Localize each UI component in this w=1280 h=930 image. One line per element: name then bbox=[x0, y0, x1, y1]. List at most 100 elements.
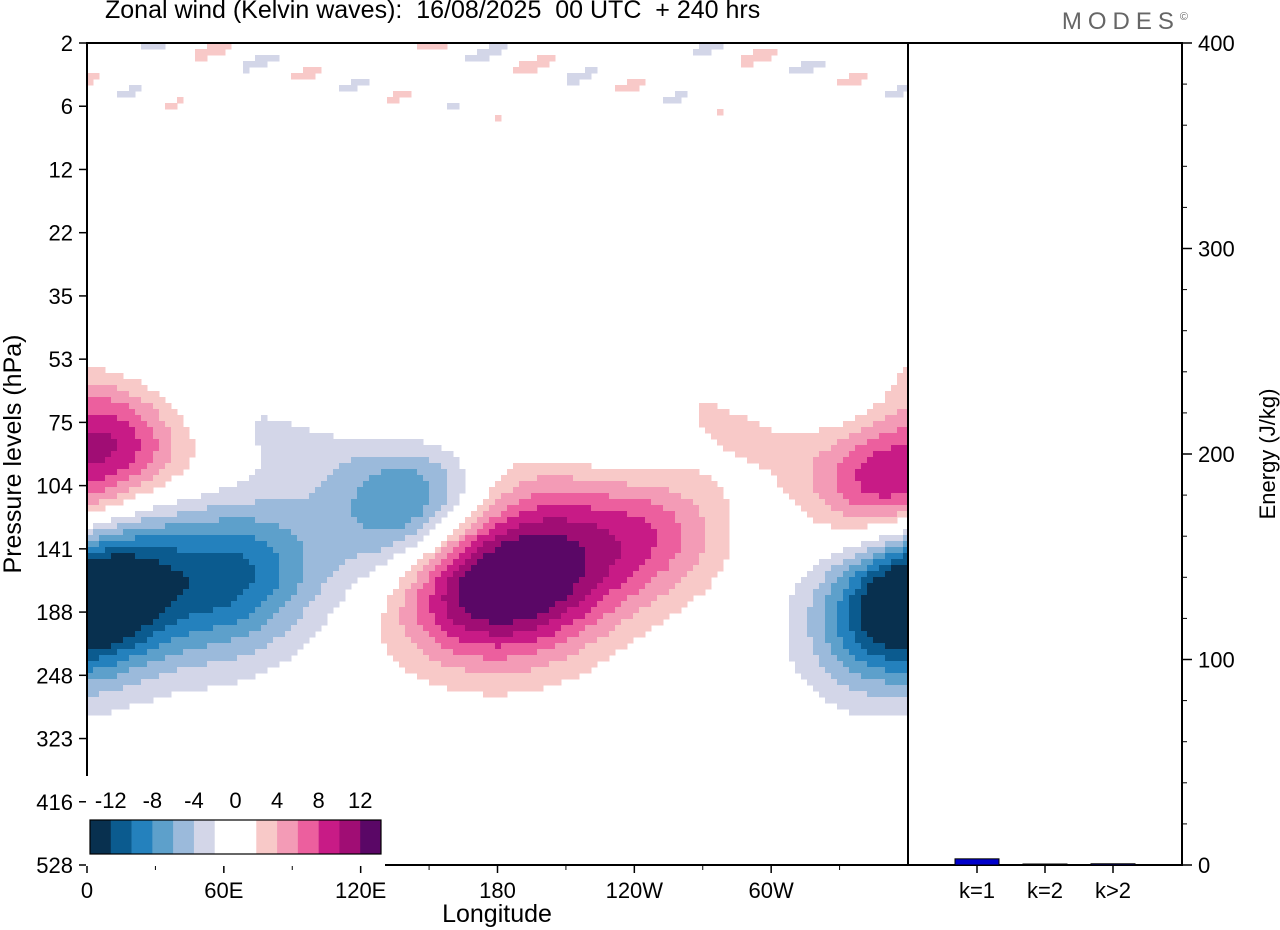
heatmap-cell bbox=[213, 499, 220, 506]
heatmap-cell bbox=[855, 553, 862, 560]
heatmap-cell bbox=[333, 481, 340, 488]
heatmap-cell bbox=[291, 475, 298, 482]
heatmap-cell bbox=[363, 529, 370, 536]
heatmap-cell bbox=[819, 499, 826, 506]
heatmap-cell bbox=[105, 523, 112, 530]
heatmap-cell bbox=[807, 463, 814, 470]
heatmap-cell bbox=[213, 679, 220, 686]
heatmap-cell bbox=[501, 511, 508, 518]
y-tick-label: 188 bbox=[36, 600, 73, 625]
heatmap-cell bbox=[885, 403, 892, 410]
heatmap-cell bbox=[585, 487, 592, 494]
heatmap-cell bbox=[147, 565, 154, 572]
heatmap-cell bbox=[435, 499, 442, 506]
heatmap-cell bbox=[879, 553, 886, 560]
heatmap-cell bbox=[591, 655, 598, 662]
heatmap-cell bbox=[555, 571, 562, 578]
heatmap-cell bbox=[129, 691, 136, 698]
heatmap-cell bbox=[153, 517, 160, 524]
heatmap-cell bbox=[879, 709, 886, 716]
heatmap-cell bbox=[885, 613, 892, 620]
heatmap-cell bbox=[873, 679, 880, 686]
heatmap-cell bbox=[699, 511, 706, 518]
heatmap-cell bbox=[699, 505, 706, 512]
heatmap-cell bbox=[327, 469, 334, 476]
heatmap-cell bbox=[705, 415, 712, 422]
heatmap-cell bbox=[165, 535, 172, 542]
heatmap-cell bbox=[507, 481, 514, 488]
heatmap-cell bbox=[579, 661, 586, 668]
heatmap-cell bbox=[135, 661, 142, 668]
heatmap-cell bbox=[837, 679, 844, 686]
heatmap-cell bbox=[345, 85, 352, 92]
heatmap-cell bbox=[477, 625, 484, 632]
heatmap-cell bbox=[897, 643, 904, 650]
heatmap-cell bbox=[441, 643, 448, 650]
heatmap-cell bbox=[279, 535, 286, 542]
heatmap-cell bbox=[249, 493, 256, 500]
heatmap-cell bbox=[321, 517, 328, 524]
heatmap-cell bbox=[117, 415, 124, 422]
heatmap-cell bbox=[249, 643, 256, 650]
heatmap-cell bbox=[135, 691, 142, 698]
heatmap-cell bbox=[147, 517, 154, 524]
heatmap-cell bbox=[225, 535, 232, 542]
heatmap-cell bbox=[699, 487, 706, 494]
heatmap-cell bbox=[873, 571, 880, 578]
heatmap-cell bbox=[537, 583, 544, 590]
heatmap-cell bbox=[573, 625, 580, 632]
heatmap-cell bbox=[837, 523, 844, 530]
heatmap-cell bbox=[171, 463, 178, 470]
heatmap-cell bbox=[537, 565, 544, 572]
heatmap-cell bbox=[483, 547, 490, 554]
heatmap-cell bbox=[147, 691, 154, 698]
heatmap-cell bbox=[459, 577, 466, 584]
heatmap-cell bbox=[435, 517, 442, 524]
heatmap-cell bbox=[111, 391, 118, 398]
heatmap-cell bbox=[93, 409, 100, 416]
heatmap-cell bbox=[147, 631, 154, 638]
heatmap-cell bbox=[531, 67, 538, 74]
heatmap-cell bbox=[249, 673, 256, 680]
heatmap-cell bbox=[423, 625, 430, 632]
heatmap-cell bbox=[159, 415, 166, 422]
heatmap-cell bbox=[879, 679, 886, 686]
heatmap-cell bbox=[849, 595, 856, 602]
heatmap-cell bbox=[879, 415, 886, 422]
heatmap-cell bbox=[633, 589, 640, 596]
heatmap-cell bbox=[537, 463, 544, 470]
heatmap-cell bbox=[291, 619, 298, 626]
heatmap-cell bbox=[813, 493, 820, 500]
heatmap-cell bbox=[699, 415, 706, 422]
heatmap-cell bbox=[195, 565, 202, 572]
heatmap-cell bbox=[591, 523, 598, 530]
heatmap-cell bbox=[795, 583, 802, 590]
heatmap-cell bbox=[825, 457, 832, 464]
heatmap-cell bbox=[819, 691, 826, 698]
heatmap-cell bbox=[531, 607, 538, 614]
heatmap-cell bbox=[471, 655, 478, 662]
heatmap-cell bbox=[327, 433, 334, 440]
heatmap-cell bbox=[825, 631, 832, 638]
heatmap-cell bbox=[579, 631, 586, 638]
heatmap-cell bbox=[873, 607, 880, 614]
heatmap-cell bbox=[579, 499, 586, 506]
heatmap-cell bbox=[519, 499, 526, 506]
heatmap-cell bbox=[285, 451, 292, 458]
heatmap-cell bbox=[579, 73, 586, 80]
heatmap-cell bbox=[249, 607, 256, 614]
heatmap-cell bbox=[393, 655, 400, 662]
heatmap-cell bbox=[747, 421, 754, 428]
heatmap-cell bbox=[189, 673, 196, 680]
heatmap-cell bbox=[885, 535, 892, 542]
heatmap-cell bbox=[813, 637, 820, 644]
heatmap-cell bbox=[87, 463, 94, 470]
heatmap-cell bbox=[801, 469, 808, 476]
heatmap-cell bbox=[117, 487, 124, 494]
heatmap-cell bbox=[813, 499, 820, 506]
heatmap-cell bbox=[861, 415, 868, 422]
heatmap-cell bbox=[603, 517, 610, 524]
heatmap-cell bbox=[867, 421, 874, 428]
heatmap-cell bbox=[165, 619, 172, 626]
heatmap-cell bbox=[339, 439, 346, 446]
